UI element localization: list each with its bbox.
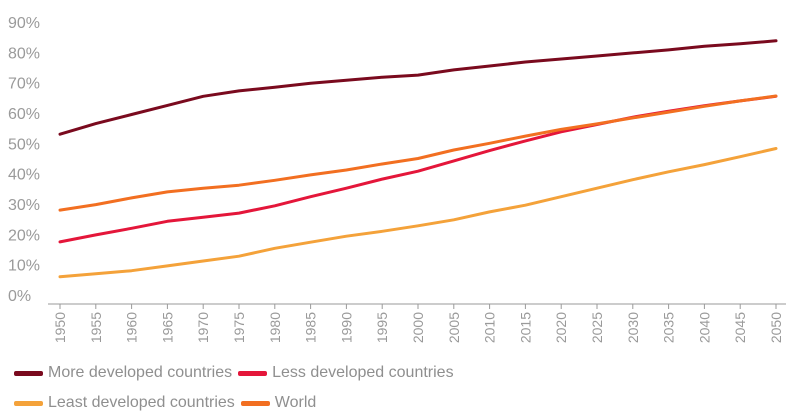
x-tick-label: 2000 <box>410 312 426 343</box>
legend-item-world: World <box>240 394 317 412</box>
x-tick-label: 2035 <box>661 312 677 343</box>
series-line-more-developed-countries <box>58 39 778 136</box>
x-tick-label: 2045 <box>732 312 748 343</box>
line-chart: 0% 10% 20% 30% 40% 50% 60% 70% 80% 90% 1950 1955 196… <box>8 15 786 343</box>
x-tick-label: 1970 <box>195 312 211 343</box>
y-tick-label: 0% <box>8 288 31 305</box>
y-tick-label: 60% <box>8 106 40 123</box>
series-line-world <box>58 94 778 212</box>
legend-label: Least developed countries <box>48 394 235 411</box>
series-line-less-developed-countries <box>58 94 778 244</box>
x-tick-label: 1980 <box>267 312 283 343</box>
y-tick-label: 90% <box>8 15 40 32</box>
legend-row-1: More developed countries Less developed … <box>14 358 614 388</box>
x-tick-label: 2015 <box>517 312 533 343</box>
legend: More developed countries Less developed … <box>14 358 614 418</box>
legend-item-least-developed: Least developed countries <box>14 394 235 412</box>
legend-label: More developed countries <box>48 364 233 381</box>
x-tick-label: 2040 <box>696 312 712 343</box>
legend-row-2: Least developed countries World <box>14 388 614 418</box>
x-tick-label: 1965 <box>159 312 175 343</box>
legend-item-less-developed: Less developed countries <box>238 364 454 382</box>
legend-label: Less developed countries <box>272 364 454 381</box>
y-tick-label: 30% <box>8 197 40 214</box>
y-tick-label: 20% <box>8 227 40 244</box>
x-tick-label: 2005 <box>446 312 462 343</box>
x-tick-label: 1955 <box>88 312 104 343</box>
x-tick-label: 2050 <box>768 312 784 343</box>
x-tick-label: 2010 <box>482 312 498 343</box>
legend-swatch <box>14 370 43 376</box>
x-tick-label: 1985 <box>303 312 319 343</box>
legend-label: World <box>274 394 317 411</box>
x-tick-label: 1995 <box>374 312 390 343</box>
legend-swatch <box>238 370 268 376</box>
x-tick-label: 1990 <box>338 312 354 343</box>
x-tick-label: 2020 <box>553 312 569 343</box>
legend-swatch <box>240 400 270 406</box>
x-tick-label: 2030 <box>625 312 641 343</box>
legend-item-more-developed: More developed countries <box>14 364 232 382</box>
y-tick-label: 40% <box>8 167 40 184</box>
x-tick-label: 1975 <box>231 312 247 343</box>
y-tick-label: 50% <box>8 136 40 153</box>
x-tick-label: 1960 <box>124 312 140 343</box>
series-line-least-developed-countries <box>58 147 778 279</box>
y-tick-label: 10% <box>8 258 40 275</box>
x-tick-label: 1950 <box>52 312 68 343</box>
legend-swatch <box>14 400 43 406</box>
y-tick-label: 70% <box>8 76 40 93</box>
y-tick-label: 80% <box>8 45 40 62</box>
x-tick-label: 2025 <box>589 312 605 343</box>
